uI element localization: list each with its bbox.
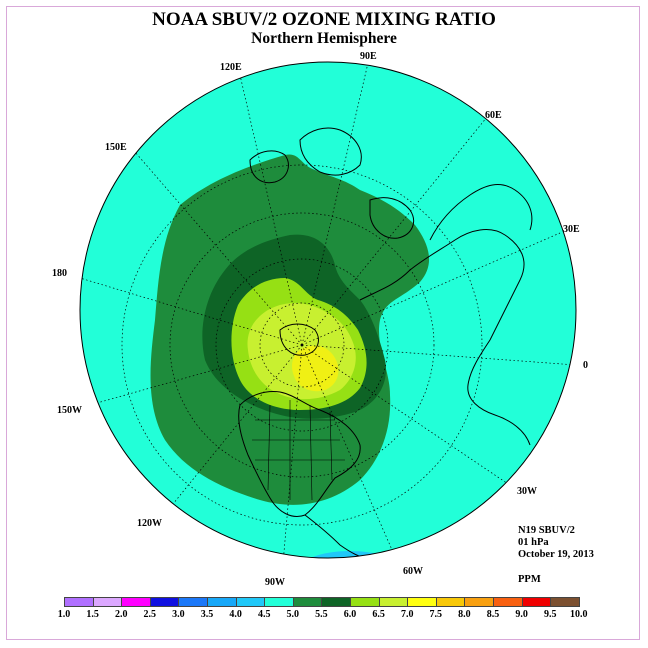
map-title: NOAA SBUV/2 OZONE MIXING RATIO (152, 9, 496, 30)
map-subtitle: Northern Hemisphere (251, 30, 397, 47)
colorbar-tick-label: 9.0 (515, 609, 528, 620)
lon-label-150w: 150W (57, 405, 82, 416)
colorbar-swatch (149, 597, 180, 607)
colorbar-swatch (493, 597, 523, 607)
colorbar-swatch (64, 597, 94, 607)
colorbar-tick-label: 3.0 (172, 609, 185, 620)
lon-label-60e: 60E (485, 110, 502, 121)
colorbar-swatch (350, 597, 380, 607)
date-label: October 19, 2013 (518, 549, 594, 560)
colorbar-swatch (235, 597, 266, 607)
colorbar-tick-label: 9.5 (543, 609, 557, 620)
colorbar-swatch (407, 597, 437, 607)
plot-frame (6, 6, 640, 640)
colorbar-swatch (435, 597, 466, 607)
colorbar-tick-label: 10.0 (570, 609, 588, 620)
colorbar-swatch (178, 597, 208, 607)
lon-label-180: 180 (52, 268, 67, 279)
colorbar-swatch (464, 597, 494, 607)
graticule (80, 62, 576, 558)
lon-label-30w: 30W (517, 486, 537, 497)
pressure-level-label: 01 hPa (518, 537, 549, 548)
colorbar-swatch (321, 597, 351, 607)
instrument-label: N19 SBUV/2 (518, 525, 575, 536)
colorbar-swatch (550, 597, 580, 607)
colorbar-swatch (121, 597, 151, 607)
colorbar-tick-label: 4.0 (229, 609, 242, 620)
colorbar-tick-label: 5.5 (315, 609, 328, 620)
colorbar-tick-label: 1.0 (57, 609, 71, 620)
colorbar-tick-label: 7.0 (400, 609, 414, 620)
lon-label-120w: 120W (137, 518, 162, 529)
colorbar-tick-label: 6.5 (372, 609, 385, 620)
ozone-patch-low (305, 551, 395, 558)
colorbar-swatch (378, 597, 409, 607)
colorbar-swatch (207, 597, 237, 607)
lon-label-90w: 90W (265, 577, 285, 588)
colorbar-tick-label: 1.5 (86, 609, 99, 620)
colorbar-swatch (292, 597, 323, 607)
colorbar-tick-label: 8.0 (458, 609, 471, 620)
lon-label-0: 0 (583, 360, 588, 371)
units-label: PPM (518, 574, 541, 585)
colorbar-tick-label: 2.0 (114, 609, 128, 620)
colorbar-tick-label: 4.5 (257, 609, 271, 620)
lon-label-30e: 30E (563, 224, 580, 235)
lon-label-120e: 120E (220, 62, 242, 73)
colorbar-tick-label: 3.5 (200, 609, 214, 620)
colorbar-swatch (92, 597, 123, 607)
lon-label-60w: 60W (403, 566, 423, 577)
colorbar-swatch (264, 597, 294, 607)
colorbar-swatch (521, 597, 552, 607)
colorbar-tick-label: 2.5 (143, 609, 157, 620)
colorbar-tick-label: 5.0 (286, 609, 300, 620)
map-boundary (79, 61, 577, 559)
ozone-level-7-0 (292, 345, 339, 392)
lon-label-150e: 150E (105, 142, 127, 153)
colorbar-tick-label: 7.5 (429, 609, 443, 620)
colorbar-tick-label: 8.5 (486, 609, 500, 620)
state-boundaries (252, 400, 345, 501)
colorbar-tick-label: 6.0 (343, 609, 357, 620)
lon-label-90e: 90E (360, 51, 377, 62)
